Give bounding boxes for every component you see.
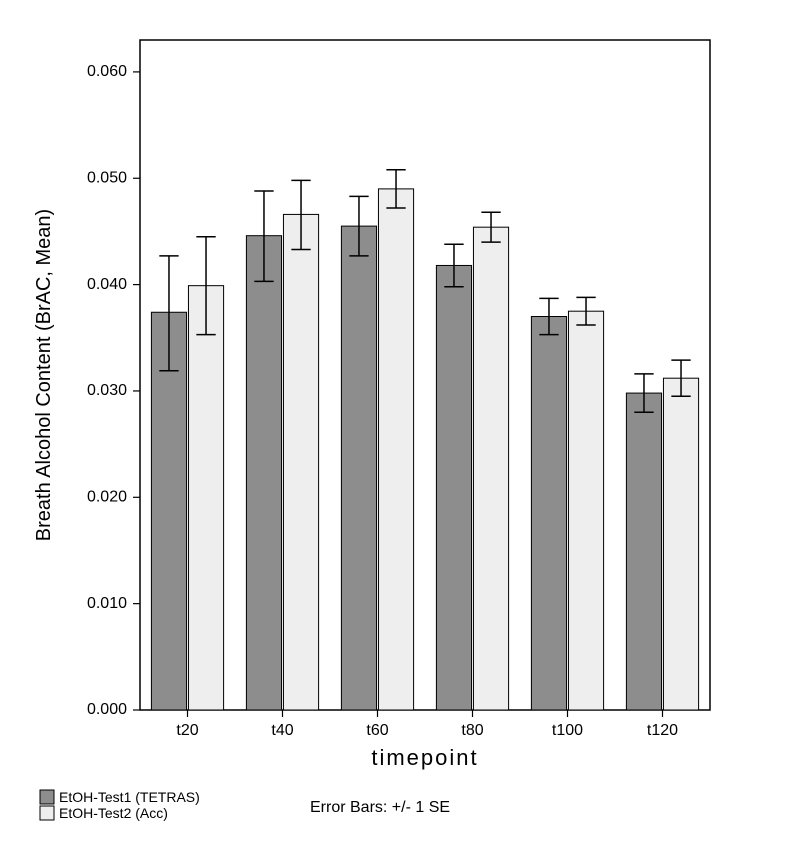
- svg-text:0.060: 0.060: [87, 63, 127, 80]
- svg-text:t100: t100: [552, 722, 583, 739]
- svg-text:0.000: 0.000: [87, 701, 127, 718]
- svg-text:0.020: 0.020: [87, 489, 127, 506]
- svg-text:t60: t60: [366, 722, 388, 739]
- svg-text:EtOH-Test1 (TETRAS): EtOH-Test1 (TETRAS): [59, 789, 200, 805]
- svg-text:t80: t80: [461, 722, 483, 739]
- svg-text:Breath Alcohol Content (BrAC,: Breath Alcohol Content (BrAC, Mean): [33, 209, 55, 541]
- svg-text:0.050: 0.050: [87, 169, 127, 186]
- svg-text:t20: t20: [176, 722, 198, 739]
- brac-bar-chart: 0.000 0.010 0.020 0.030 0.040 0.050 0.060 Breat…: [0, 0, 800, 844]
- svg-text:0.040: 0.040: [87, 276, 127, 293]
- svg-text:0.030: 0.030: [87, 382, 127, 399]
- svg-text:EtOH-Test2 (Acc): EtOH-Test2 (Acc): [59, 805, 168, 821]
- svg-text:t120: t120: [647, 722, 678, 739]
- svg-text:Error Bars: +/- 1 SE: Error Bars: +/- 1 SE: [310, 799, 450, 816]
- svg-text:timepoint: timepoint: [371, 745, 478, 770]
- svg-text:t40: t40: [271, 722, 293, 739]
- chart-container: 0.000 0.010 0.020 0.030 0.040 0.050 0.060 Breat…: [0, 0, 800, 844]
- svg-text:0.010: 0.010: [87, 595, 127, 612]
